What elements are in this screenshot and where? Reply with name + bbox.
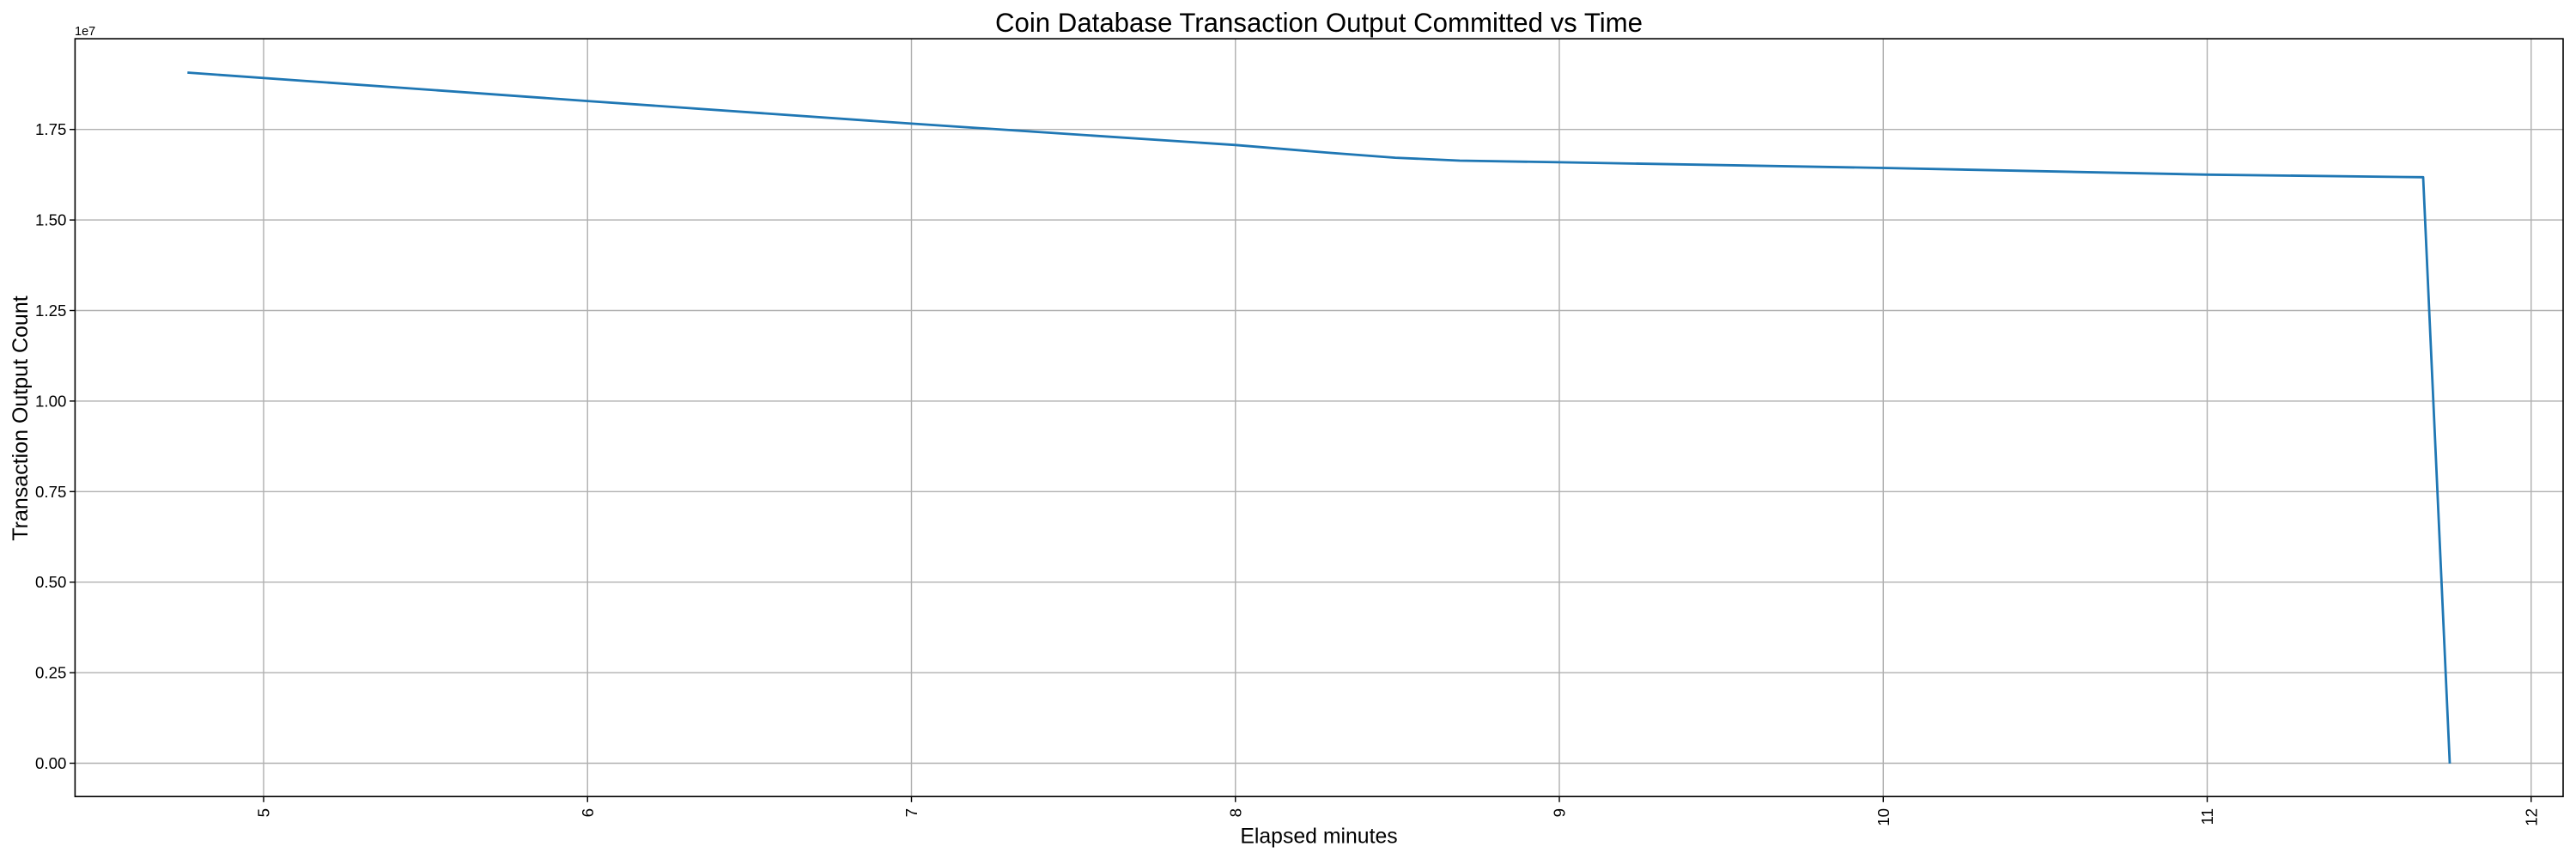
svg-text:10: 10 [1874, 808, 1893, 826]
svg-text:11: 11 [2198, 808, 2216, 825]
svg-text:0.50: 0.50 [35, 573, 66, 591]
svg-text:8: 8 [1226, 808, 1244, 817]
svg-text:1e7: 1e7 [75, 25, 95, 39]
svg-text:7: 7 [902, 808, 920, 817]
svg-text:1.25: 1.25 [35, 302, 66, 320]
svg-text:0.25: 0.25 [35, 664, 66, 682]
svg-text:12: 12 [2522, 808, 2540, 826]
svg-text:Elapsed minutes: Elapsed minutes [1240, 825, 1397, 849]
svg-text:5: 5 [255, 808, 273, 817]
svg-text:0.00: 0.00 [35, 754, 66, 772]
svg-text:Transaction Output Count: Transaction Output Count [9, 295, 33, 540]
svg-text:1.00: 1.00 [35, 392, 66, 410]
svg-text:1.75: 1.75 [35, 120, 66, 138]
svg-text:1.50: 1.50 [35, 211, 66, 229]
svg-text:0.75: 0.75 [35, 483, 66, 501]
svg-text:Coin Database Transaction Outp: Coin Database Transaction Output Committ… [995, 8, 1643, 38]
svg-text:9: 9 [1551, 808, 1569, 817]
svg-text:6: 6 [579, 808, 597, 817]
